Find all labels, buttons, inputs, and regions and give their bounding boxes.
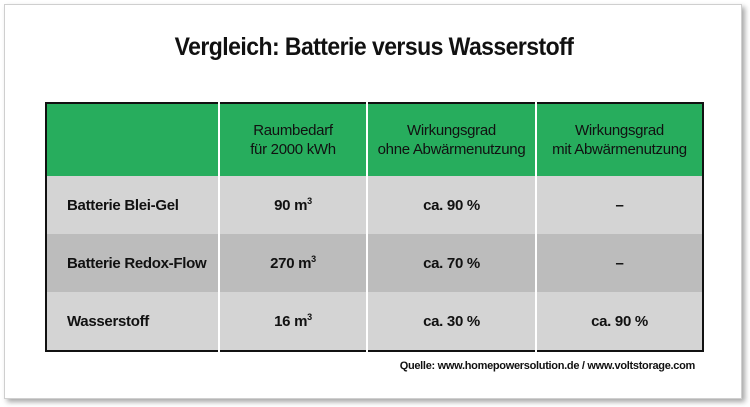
- header-label: Wirkungsgrad: [575, 122, 664, 139]
- header-label: für 2000 kWh: [250, 141, 336, 158]
- row-label: Batterie Blei-Gel: [46, 176, 220, 234]
- cell-eff-with: –: [536, 234, 703, 292]
- row-label: Batterie Redox-Flow: [46, 234, 220, 292]
- cell-eff-without: ca. 30 %: [367, 292, 537, 351]
- cell-value: 16 m: [274, 312, 308, 330]
- header-space: Raumbedarf für 2000 kWh: [219, 103, 368, 176]
- header-label: Wirkungsgrad: [407, 122, 496, 139]
- cell-exponent: 3: [307, 195, 312, 206]
- cell-space: 16 m3: [219, 292, 368, 351]
- cell-exponent: 3: [307, 311, 312, 322]
- table-row: Wasserstoff 16 m3 ca. 30 % ca. 90 %: [46, 292, 703, 351]
- source-note: Quelle: www.homepowersolution.de / www.v…: [399, 360, 696, 372]
- cell-value: 90 m: [274, 196, 308, 214]
- cell-eff-with: –: [536, 176, 703, 234]
- cell-eff-with: ca. 90 %: [536, 292, 703, 351]
- header-label: ohne Abwärmenutzung: [377, 141, 526, 158]
- header-empty-cell: [46, 103, 220, 176]
- page-title: Vergleich: Batterie versus Wasserstoff: [174, 33, 574, 61]
- header-eff-without: Wirkungsgrad ohne Abwärmenutzung: [367, 103, 537, 176]
- header-label: Raumbedarf: [253, 122, 333, 139]
- cell-eff-without: ca. 90 %: [367, 176, 537, 234]
- row-label: Wasserstoff: [46, 292, 220, 351]
- table-row: Batterie Blei-Gel 90 m3 ca. 90 % –: [46, 176, 703, 234]
- cell-eff-without: ca. 70 %: [367, 234, 537, 292]
- cell-space: 270 m3: [219, 234, 368, 292]
- comparison-table: Raumbedarf für 2000 kWh Wirkungsgrad ohn…: [45, 102, 704, 352]
- header-eff-with: Wirkungsgrad mit Abwärmenutzung: [536, 103, 703, 176]
- cell-value: 270 m: [270, 254, 312, 272]
- comparison-card: Vergleich: Batterie versus Wasserstoff R…: [4, 4, 742, 399]
- cell-space: 90 m3: [219, 176, 368, 234]
- table-header-row: Raumbedarf für 2000 kWh Wirkungsgrad ohn…: [46, 103, 703, 176]
- header-label: mit Abwärmenutzung: [552, 141, 687, 158]
- table-row: Batterie Redox-Flow 270 m3 ca. 70 % –: [46, 234, 703, 292]
- cell-exponent: 3: [311, 253, 316, 264]
